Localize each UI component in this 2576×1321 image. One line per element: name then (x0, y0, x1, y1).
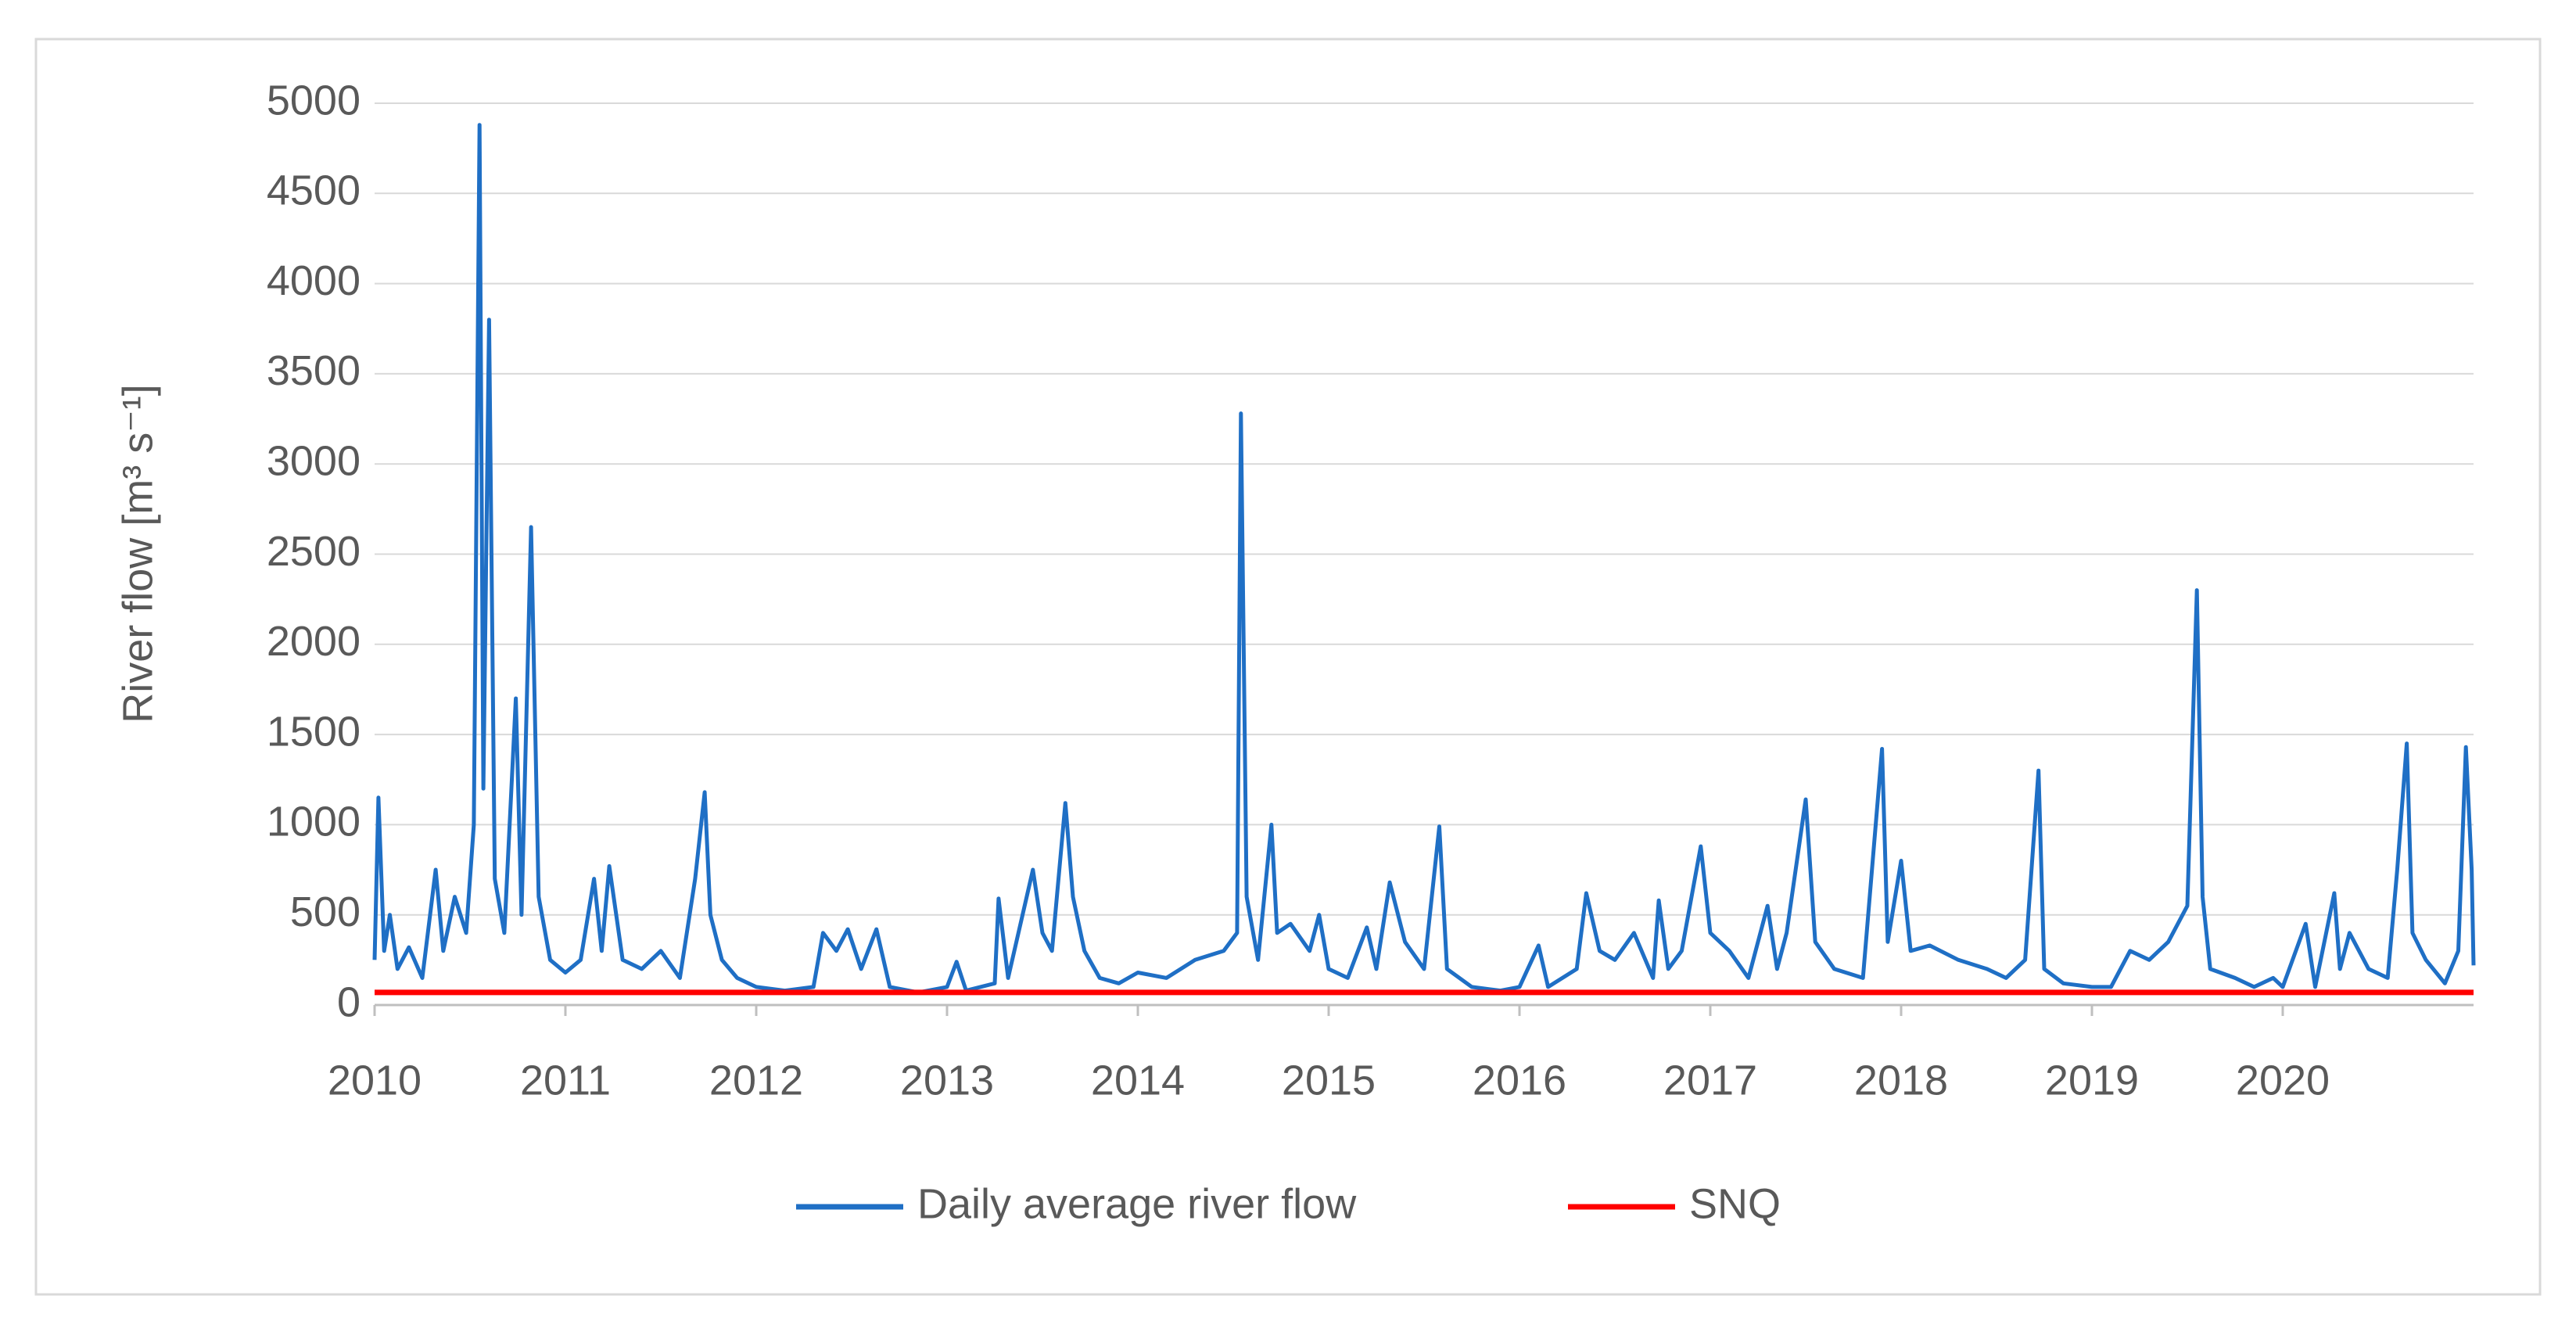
x-tick-label: 2010 (328, 1057, 422, 1104)
y-tick-label: 500 (290, 888, 361, 935)
x-tick-label: 2018 (1854, 1057, 1948, 1104)
y-axis-label: River flow [m³ s⁻¹] (114, 384, 161, 723)
x-tick-label: 2014 (1091, 1057, 1185, 1104)
x-tick-label: 2016 (1473, 1057, 1566, 1104)
y-tick-label: 5000 (267, 77, 361, 124)
series-line (372, 123, 2476, 995)
y-tick-label: 1500 (267, 708, 361, 755)
y-tick-label: 4500 (267, 167, 361, 214)
y-tick-label: 1000 (267, 799, 361, 845)
x-tick-label: 2020 (2236, 1057, 2330, 1104)
y-tick-label: 0 (337, 978, 361, 1025)
y-tick-label: 4000 (267, 257, 361, 304)
x-tick-label: 2012 (709, 1057, 803, 1104)
legend-label: SNQ (1689, 1180, 1781, 1227)
y-tick-label: 3000 (267, 437, 361, 484)
y-tick-label: 3500 (267, 347, 361, 394)
x-tick-label: 2019 (2045, 1057, 2139, 1104)
y-tick-label: 2500 (267, 528, 361, 575)
x-tick-label: 2017 (1663, 1057, 1757, 1104)
x-tick-label: 2013 (900, 1057, 994, 1104)
x-tick-label: 2015 (1282, 1057, 1376, 1104)
x-tick-label: 2011 (520, 1057, 611, 1104)
y-tick-label: 2000 (267, 618, 361, 665)
chart-border (34, 38, 2542, 1296)
legend-label: Daily average river flow (917, 1180, 1357, 1227)
